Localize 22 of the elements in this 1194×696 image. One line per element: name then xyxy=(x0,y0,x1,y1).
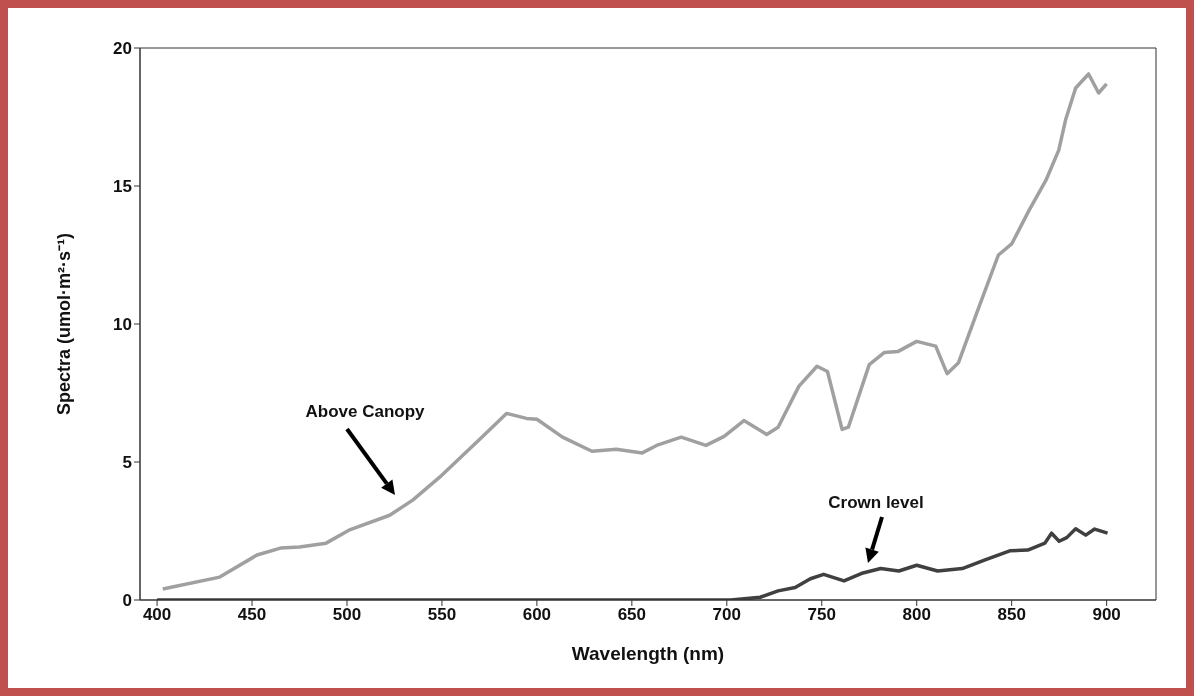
y-axis-title: Spectra (umol·m²·s⁻¹) xyxy=(54,232,75,416)
y-tick-label: 10 xyxy=(113,315,132,335)
x-tick-label: 850 xyxy=(997,605,1026,625)
x-tick-label: 700 xyxy=(712,605,741,625)
x-tick-label: 900 xyxy=(1092,605,1121,625)
x-tick-label: 650 xyxy=(617,605,647,625)
y-tick-label: 5 xyxy=(122,453,132,473)
y-tick-label: 0 xyxy=(122,591,132,611)
annotation: Crown level xyxy=(828,493,924,512)
y-tick-label: 20 xyxy=(113,39,132,59)
line-series xyxy=(155,527,1110,600)
line-series xyxy=(161,72,1109,591)
annotation: Above Canopy xyxy=(305,402,426,421)
x-tick-label: 400 xyxy=(142,605,172,625)
x-tick-label: 550 xyxy=(427,605,457,625)
y-tick-label: 15 xyxy=(113,177,132,197)
x-tick-label: 600 xyxy=(522,605,552,625)
x-tick-label: 800 xyxy=(902,605,931,625)
x-tick-label: 450 xyxy=(237,605,267,625)
x-tick-label: 500 xyxy=(332,605,362,625)
x-tick-label: 750 xyxy=(807,605,836,625)
x-axis-title: Wavelength (nm) xyxy=(571,643,725,664)
